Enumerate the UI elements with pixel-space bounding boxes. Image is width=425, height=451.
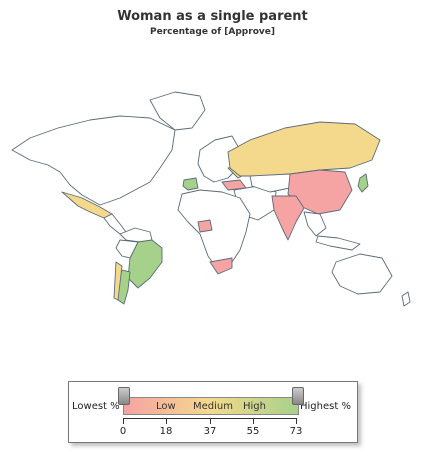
legend-lowest-label: Lowest % — [72, 401, 120, 412]
legend-tick — [253, 418, 254, 424]
legend-band-medium: Medium — [193, 401, 233, 412]
legend-highest-label: Highest % — [300, 401, 351, 412]
region-india[interactable] — [271, 195, 305, 241]
legend-tick-label: 18 — [159, 426, 173, 437]
map-title: Woman as a single parent — [117, 9, 308, 24]
map-subtitle: Percentage of [Approve] — [150, 27, 275, 37]
region-brazil[interactable] — [127, 239, 163, 289]
legend-min-handle[interactable] — [118, 387, 130, 405]
region-north-america[interactable] — [11, 115, 176, 206]
legend-tick-label: 55 — [246, 426, 260, 437]
region-central-asia[interactable] — [249, 173, 291, 193]
legend-tick — [296, 418, 297, 424]
legend-tick-label: 37 — [203, 426, 217, 437]
region-indonesia[interactable] — [315, 235, 361, 251]
region-southeast-asia[interactable] — [303, 211, 327, 237]
region-peru[interactable] — [115, 239, 139, 259]
region-new-zealand[interactable] — [401, 291, 411, 307]
legend-tick-label: 0 — [119, 426, 127, 437]
legend-band-high: High — [243, 401, 266, 412]
region-africa[interactable] — [177, 189, 251, 271]
region-greenland[interactable] — [149, 91, 206, 131]
region-japan[interactable] — [357, 173, 369, 193]
legend-tick-label: 73 — [289, 426, 303, 437]
region-central-america[interactable] — [103, 213, 127, 235]
region-nigeria[interactable] — [197, 219, 213, 233]
region-australia[interactable] — [331, 253, 393, 295]
region-south-africa[interactable] — [209, 257, 233, 275]
world-map — [11, 91, 411, 307]
legend-tick — [166, 418, 167, 424]
region-chile[interactable] — [113, 261, 123, 301]
legend-tick — [210, 418, 211, 424]
legend-max-handle[interactable] — [292, 387, 304, 405]
legend-tick — [123, 418, 124, 424]
legend-gradient-bar — [123, 397, 299, 415]
legend-band-low: Low — [156, 401, 176, 412]
region-russia[interactable] — [227, 121, 381, 177]
region-spain[interactable] — [182, 177, 199, 191]
